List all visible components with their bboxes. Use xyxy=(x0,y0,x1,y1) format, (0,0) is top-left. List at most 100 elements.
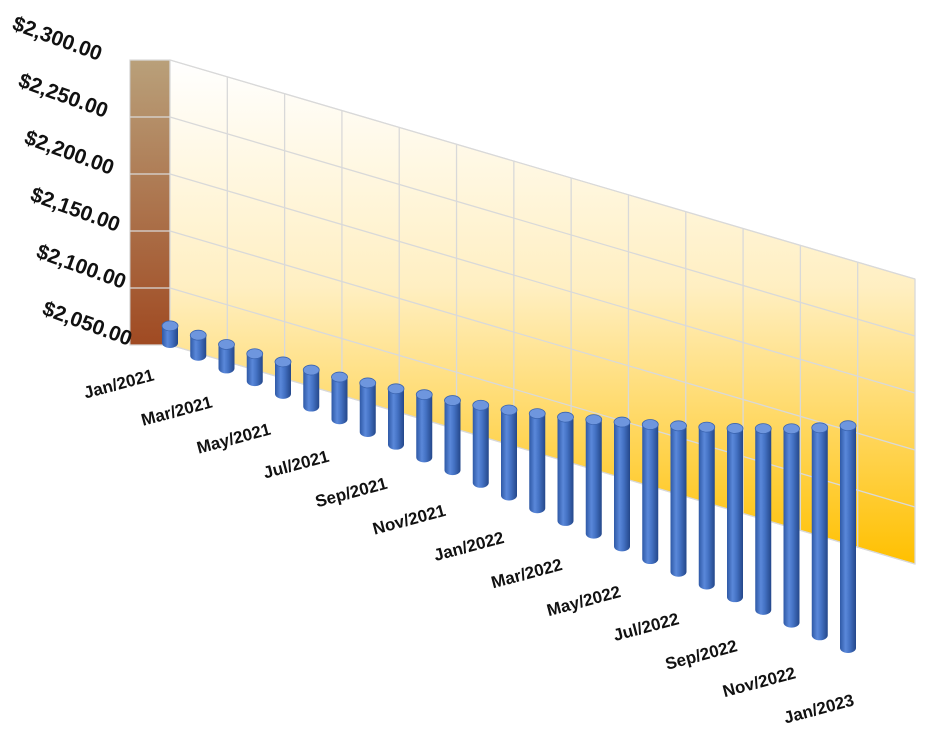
bar-top xyxy=(726,423,744,434)
bar-body xyxy=(388,388,404,450)
bar xyxy=(302,364,320,412)
x-tick-label: May/2021 xyxy=(195,420,273,458)
bar-body xyxy=(162,325,178,348)
side-wall xyxy=(129,59,171,346)
x-tick-label: Nov/2022 xyxy=(721,663,798,701)
bar-top xyxy=(670,420,687,432)
bar-body xyxy=(359,382,376,437)
bar xyxy=(726,423,744,603)
bar xyxy=(331,371,348,425)
bar-body xyxy=(218,344,235,374)
gridline-horizontal xyxy=(169,230,916,451)
bar xyxy=(500,404,518,501)
x-tick-label: Mar/2022 xyxy=(489,555,564,592)
bar-top xyxy=(472,399,490,411)
bar xyxy=(274,356,292,399)
bar xyxy=(189,329,207,361)
y-tick-label: $2,100.00 xyxy=(33,240,129,294)
gridline-horizontal xyxy=(169,173,916,394)
bar-body xyxy=(444,400,461,476)
bar xyxy=(387,383,405,450)
bar xyxy=(754,423,772,615)
bar-top xyxy=(839,420,857,432)
bar-top xyxy=(613,416,631,428)
bar xyxy=(783,423,800,628)
bar xyxy=(528,408,546,514)
bar-top xyxy=(557,411,574,423)
bar-body xyxy=(529,413,546,514)
bar-body xyxy=(190,335,207,361)
bar xyxy=(585,414,603,539)
bar-body xyxy=(585,419,602,539)
bar-top xyxy=(415,389,433,401)
bar xyxy=(641,419,659,565)
bar xyxy=(811,422,829,641)
chart-bars xyxy=(161,320,857,653)
bar-body xyxy=(642,424,659,565)
bar-body xyxy=(811,427,828,641)
y-tick-label: $2,300.00 xyxy=(9,12,105,66)
bar xyxy=(218,339,235,374)
y-tick-label: $2,250.00 xyxy=(15,69,111,123)
bar xyxy=(246,348,264,387)
bar-body xyxy=(755,428,772,615)
bar xyxy=(359,377,377,437)
x-tick-label: May/2022 xyxy=(545,582,623,620)
bar-body xyxy=(303,370,320,412)
bar-body xyxy=(670,425,687,577)
bar xyxy=(444,395,461,476)
bar-top xyxy=(387,383,405,395)
bar-top xyxy=(331,371,348,383)
bar xyxy=(670,420,687,577)
x-tick-label: Jul/2022 xyxy=(611,609,681,645)
bar-body xyxy=(727,428,743,603)
bar-top xyxy=(698,421,716,433)
bar xyxy=(698,421,716,590)
bar-top xyxy=(528,408,546,419)
y-axis-ticks: $2,300.00$2,250.00$2,200.00$2,150.00$2,1… xyxy=(9,12,135,351)
bar-body xyxy=(698,427,715,590)
bar-top xyxy=(783,423,800,435)
gridline-horizontal xyxy=(169,116,916,337)
bar xyxy=(161,320,179,348)
bar-top xyxy=(274,356,292,368)
bar-body xyxy=(331,377,348,425)
bar-top xyxy=(500,404,518,416)
bar xyxy=(415,389,433,463)
x-tick-label: Jul/2021 xyxy=(261,447,331,483)
bar-body xyxy=(501,410,517,501)
bar xyxy=(613,416,631,552)
bar-top xyxy=(444,395,461,406)
bar-top xyxy=(754,423,772,435)
y-tick-label: $2,200.00 xyxy=(21,126,117,180)
bar-body xyxy=(472,405,489,488)
bar-body xyxy=(783,428,800,628)
bar-top xyxy=(359,377,377,389)
bar-top xyxy=(246,348,264,360)
bar-top xyxy=(218,339,235,350)
bar-body xyxy=(557,417,574,526)
bar-top xyxy=(585,414,603,426)
bar-body xyxy=(416,394,433,463)
x-tick-label: Nov/2021 xyxy=(371,501,448,539)
bar-body xyxy=(840,425,856,653)
bar xyxy=(472,399,490,488)
x-tick-label: Jan/2023 xyxy=(782,691,856,728)
bar-body xyxy=(246,353,263,387)
bar-body xyxy=(614,422,630,552)
bar-top xyxy=(641,419,659,430)
bar-body xyxy=(275,361,291,399)
bar-top xyxy=(811,422,829,434)
x-tick-label: Jan/2021 xyxy=(82,366,156,403)
x-tick-label: Mar/2021 xyxy=(139,393,214,430)
bar-top xyxy=(161,320,179,332)
x-tick-label: Sep/2022 xyxy=(663,636,739,673)
gridline-horizontal xyxy=(169,59,916,280)
y-tick-label: $2,050.00 xyxy=(39,297,135,351)
x-tick-label: Jan/2022 xyxy=(432,528,506,565)
y-tick-label: $2,150.00 xyxy=(27,183,123,237)
bar xyxy=(839,420,857,653)
bar-top xyxy=(302,364,320,376)
